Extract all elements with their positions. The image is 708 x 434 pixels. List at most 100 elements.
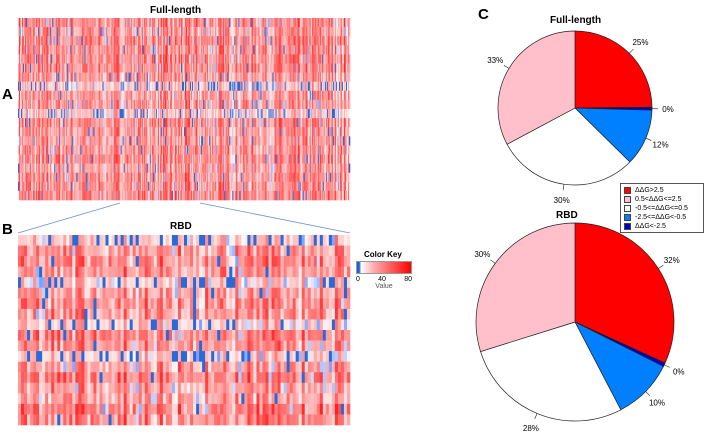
heatmap-cell bbox=[175, 36, 178, 46]
heatmap-cell bbox=[344, 81, 347, 92]
heatmap-cell bbox=[318, 136, 321, 146]
heatmap-cell bbox=[255, 45, 257, 55]
heatmap-cell bbox=[85, 81, 87, 92]
heatmap-cell bbox=[191, 145, 193, 155]
heatmap-cell bbox=[45, 54, 47, 64]
heatmap-cell bbox=[131, 54, 133, 64]
heatmap-cell bbox=[154, 27, 157, 37]
heatmap-cell bbox=[105, 136, 107, 146]
heatmap-cell bbox=[113, 45, 115, 55]
heatmap-cell bbox=[218, 72, 220, 82]
heatmap-cell bbox=[322, 18, 325, 28]
heatmap-cell bbox=[53, 127, 55, 137]
heatmap-cell bbox=[61, 99, 63, 110]
heatmap-cell bbox=[199, 136, 201, 146]
heatmap-cell bbox=[261, 54, 263, 64]
heatmap-cell bbox=[26, 18, 28, 28]
heatmap-cell bbox=[284, 109, 286, 119]
heatmap-cell bbox=[221, 90, 223, 101]
heatmap-cell bbox=[54, 72, 56, 82]
heatmap-cell bbox=[337, 72, 340, 82]
heatmap-cell bbox=[325, 54, 328, 64]
heatmap-cell bbox=[316, 90, 319, 101]
heatmap-cell bbox=[176, 27, 179, 37]
heatmap-cell bbox=[161, 36, 164, 46]
heatmap-cell bbox=[190, 63, 192, 73]
heatmap-cell bbox=[256, 99, 258, 110]
heatmap-cell bbox=[315, 54, 318, 64]
heatmap-cell bbox=[269, 36, 271, 46]
heatmap-cell bbox=[215, 90, 217, 101]
heatmap-cell bbox=[255, 127, 257, 137]
heatmap-cell bbox=[233, 90, 235, 101]
heatmap-cell bbox=[280, 81, 282, 92]
heatmap-cell bbox=[213, 45, 215, 55]
heatmap-cell bbox=[107, 145, 109, 155]
heatmap-cell bbox=[317, 63, 320, 73]
heatmap-cell bbox=[57, 136, 59, 146]
heatmap-cell bbox=[253, 72, 255, 82]
heatmap-cell bbox=[102, 90, 104, 101]
heatmap-cell bbox=[133, 109, 136, 119]
heatmap-cell bbox=[227, 145, 229, 155]
heatmap-cell bbox=[257, 36, 259, 46]
heatmap-cell bbox=[80, 54, 82, 64]
heatmap-cell bbox=[58, 81, 60, 92]
heatmap-cell bbox=[278, 127, 280, 137]
heatmap-cell bbox=[231, 81, 233, 92]
heatmap-cell bbox=[105, 54, 107, 64]
heatmap-cell bbox=[135, 72, 138, 82]
heatmap-cell bbox=[83, 145, 85, 155]
heatmap-cell bbox=[225, 63, 227, 73]
heatmap-cell bbox=[145, 109, 148, 119]
heatmap-cell bbox=[68, 63, 70, 73]
heatmap-cell bbox=[282, 99, 284, 110]
heatmap-cell bbox=[99, 136, 101, 146]
heatmap-cell bbox=[49, 90, 51, 101]
heatmap-cell bbox=[321, 27, 324, 37]
heatmap-cell bbox=[93, 145, 95, 155]
heatmap-cell bbox=[292, 136, 294, 146]
heatmap-cell bbox=[276, 145, 278, 155]
heatmap-cell bbox=[201, 81, 203, 92]
heatmap-cell bbox=[53, 36, 55, 46]
heatmap-cell bbox=[341, 54, 344, 64]
heatmap-cell bbox=[116, 127, 118, 137]
heatmap-cell bbox=[32, 72, 34, 82]
heatmap-cell bbox=[269, 63, 271, 73]
heatmap-cell bbox=[161, 54, 164, 64]
heatmap-cell bbox=[317, 45, 320, 55]
heatmap-cell bbox=[255, 72, 257, 82]
heatmap-cell bbox=[146, 99, 149, 110]
heatmap-cell bbox=[345, 54, 348, 64]
heatmap-cell bbox=[282, 54, 284, 64]
heatmap-cell bbox=[24, 99, 26, 110]
heatmap-cell bbox=[282, 63, 284, 73]
heatmap-cell bbox=[188, 63, 190, 73]
heatmap-cell bbox=[204, 136, 206, 146]
heatmap-cell bbox=[312, 36, 315, 46]
heatmap-cell bbox=[242, 127, 244, 137]
heatmap-cell bbox=[221, 109, 223, 119]
heatmap-cell bbox=[69, 136, 71, 146]
heatmap-cell bbox=[342, 18, 345, 28]
heatmap-cell bbox=[307, 45, 310, 55]
heatmap-cell bbox=[217, 90, 219, 101]
heatmap-cell bbox=[237, 118, 239, 128]
heatmap-cell bbox=[118, 136, 120, 146]
heatmap-cell bbox=[324, 145, 327, 155]
heatmap-cell bbox=[307, 90, 310, 101]
heatmap-cell bbox=[328, 27, 331, 37]
heatmap-cell bbox=[156, 136, 159, 146]
heatmap-cell bbox=[44, 63, 46, 73]
heatmap-cell bbox=[306, 99, 309, 110]
heatmap-cell bbox=[70, 99, 72, 110]
heatmap-cell bbox=[222, 45, 224, 55]
heatmap-cell bbox=[176, 54, 179, 64]
heatmap-cell bbox=[135, 45, 138, 55]
heatmap-cell bbox=[193, 54, 195, 64]
heatmap-cell bbox=[144, 109, 147, 119]
heatmap-cell bbox=[263, 81, 265, 92]
heatmap-cell bbox=[215, 72, 217, 82]
heatmap-cell bbox=[162, 136, 165, 146]
